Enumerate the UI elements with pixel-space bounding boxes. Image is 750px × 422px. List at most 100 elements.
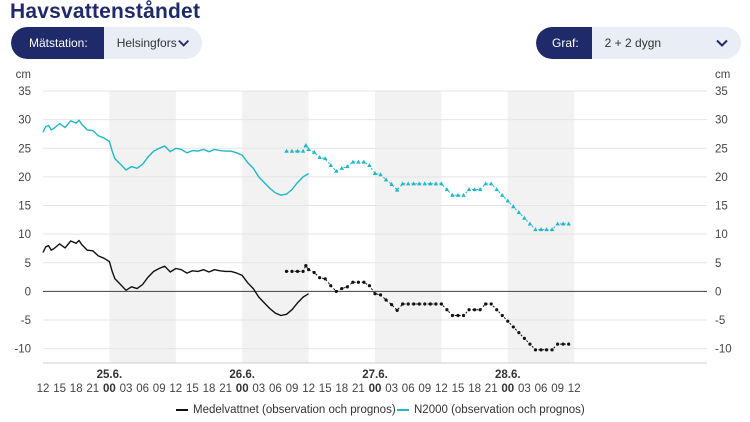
forecast-point <box>434 302 438 306</box>
forecast-point <box>428 302 432 306</box>
forecast-point <box>478 308 482 312</box>
x-tick-label: 21 <box>86 383 99 395</box>
forecast-point <box>378 293 383 297</box>
forecast-point <box>340 286 344 291</box>
legend-item-cyan[interactable]: N2000 (observation och prognos) <box>397 404 585 416</box>
forecast-point <box>361 159 367 164</box>
forecast-point <box>417 181 422 186</box>
x-tick-label: 09 <box>153 383 166 395</box>
forecast-point <box>560 221 566 226</box>
forecast-point <box>350 159 356 164</box>
y-tick-label: 20 <box>18 172 31 184</box>
night-band <box>242 91 309 363</box>
x-tick-label: 03 <box>518 383 531 395</box>
forecast-point <box>466 187 472 192</box>
forecast-point <box>328 163 333 168</box>
forecast-point <box>284 148 289 153</box>
forecast-point <box>390 302 394 307</box>
x-tick-label: 09 <box>286 383 299 395</box>
x-tick-label: 09 <box>551 383 564 395</box>
forecast-point <box>467 308 471 312</box>
forecast-point <box>433 181 439 186</box>
y-tick-label: 0 <box>25 286 31 298</box>
forecast-point <box>556 342 560 346</box>
forecast-point <box>511 204 516 209</box>
forecast-point <box>500 313 504 318</box>
forecast-point <box>566 221 571 226</box>
x-tick-label: 06 <box>136 383 149 395</box>
forecast-point <box>500 192 505 197</box>
station-selector[interactable]: Mätstation: Helsingfors <box>11 27 202 59</box>
y-tick-label: 10 <box>18 229 31 241</box>
forecast-point <box>483 181 488 186</box>
forecast-point <box>317 155 322 160</box>
x-tick-label-midnight: 00 <box>236 383 249 395</box>
x-tick-label: 15 <box>319 383 332 395</box>
forecast-point <box>412 302 416 306</box>
forecast-point <box>417 302 421 306</box>
y-tick-label: 15 <box>715 201 728 213</box>
forecast-point <box>516 209 522 214</box>
y-tick-label: 35 <box>18 86 31 98</box>
forecast-point <box>495 308 499 312</box>
y-tick-label: 15 <box>18 201 31 213</box>
forecast-point <box>323 277 327 281</box>
forecast-point <box>300 148 306 153</box>
forecast-point <box>450 313 455 318</box>
y-axis-right: 35 30 25 20 15 10 5 0 -5 -10 <box>715 86 732 356</box>
y-tick-label: 5 <box>715 258 721 270</box>
forecast-point <box>522 215 527 220</box>
forecast-point <box>295 148 300 153</box>
y-tick-label: 10 <box>715 229 728 241</box>
night-bands <box>109 91 575 363</box>
forecast-point <box>384 298 388 302</box>
forecast-point <box>450 192 455 197</box>
forecast-point <box>329 284 333 288</box>
y-tick-label: 35 <box>715 86 728 98</box>
x-tick-label: 06 <box>535 383 548 395</box>
forecast-point <box>550 348 554 352</box>
chart-grid <box>43 90 707 364</box>
forecast-point <box>367 163 372 168</box>
forecast-point <box>538 227 544 232</box>
legend-label-black: Medelvattnet (observation och prognos) <box>193 404 396 416</box>
graph-selector-value: 2 + 2 dygn <box>604 36 662 50</box>
forecast-point <box>345 164 350 169</box>
forecast-point <box>517 331 521 335</box>
x-tick-label: 21 <box>352 383 365 395</box>
x-date-label: 26.6. <box>229 369 255 381</box>
forecast-point <box>455 192 461 197</box>
night-band <box>109 91 176 363</box>
forecast-point <box>555 221 560 226</box>
x-tick-label-midnight: 00 <box>501 383 514 395</box>
y-unit-left: cm <box>16 69 31 81</box>
forecast-point <box>304 264 308 268</box>
forecast-point <box>472 187 477 192</box>
forecast-point <box>362 280 366 284</box>
forecast-point <box>406 302 410 306</box>
forecast-point <box>522 336 527 340</box>
x-tick-label: 18 <box>70 383 83 395</box>
forecast-point <box>284 269 289 273</box>
forecast-point <box>527 221 533 226</box>
x-date-label: 25.6. <box>97 369 123 381</box>
page-title: Havsvattenståndet <box>10 0 201 23</box>
forecast-point <box>445 308 449 312</box>
chart-series <box>42 119 571 352</box>
forecast-point <box>383 177 389 182</box>
forecast-point <box>378 172 383 177</box>
forecast-point <box>489 302 493 306</box>
y-tick-label: -10 <box>14 344 31 356</box>
forecast-point <box>439 181 444 186</box>
graph-selector[interactable]: Graf: 2 + 2 dygn <box>536 27 741 59</box>
series-observation-line <box>42 119 309 196</box>
legend-item-black[interactable]: Medelvattnet (observation och prognos) <box>176 404 396 416</box>
forecast-point <box>290 269 294 273</box>
y-tick-label: 0 <box>715 286 721 298</box>
x-tick-label: 18 <box>335 383 348 395</box>
x-tick-label: 18 <box>468 383 481 395</box>
x-tick-label-midnight: 00 <box>103 383 116 395</box>
forecast-point <box>303 143 309 147</box>
forecast-point <box>289 148 295 153</box>
x-tick-label: 15 <box>186 383 199 395</box>
